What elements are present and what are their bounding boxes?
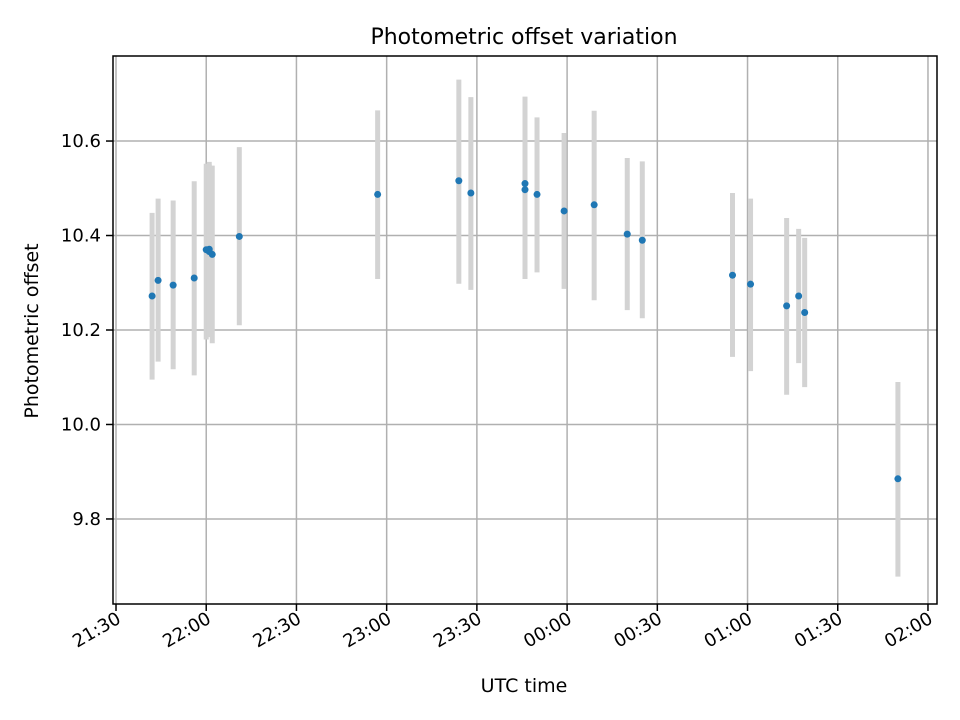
y-tick-label: 10.6 [61, 131, 101, 152]
errorbars [149, 79, 901, 577]
data-point [374, 190, 382, 198]
data-point [148, 292, 156, 300]
x-tick-label: 00:30 [610, 608, 665, 652]
data-point [521, 180, 529, 188]
data-point [208, 250, 216, 258]
x-tick-label: 22:30 [250, 608, 305, 652]
data-point [560, 207, 568, 215]
data-point [801, 309, 809, 317]
data-point [190, 274, 198, 282]
x-tick-label: 22:00 [159, 608, 214, 652]
data-points [148, 177, 902, 483]
x-tick-label: 21:30 [69, 608, 124, 652]
data-point [533, 190, 541, 198]
data-point [795, 292, 803, 300]
data-point [521, 186, 529, 194]
data-point [894, 475, 902, 483]
data-point [169, 281, 177, 289]
x-tick-label: 00:00 [520, 608, 575, 652]
x-tick-label: 23:00 [340, 608, 395, 652]
y-tick-label: 10.0 [61, 414, 101, 435]
x-axis-label: UTC time [481, 675, 568, 697]
data-point [783, 302, 791, 310]
x-tick-label: 02:00 [881, 608, 936, 652]
y-tick-label: 10.4 [61, 226, 101, 247]
x-tick-label: 01:30 [791, 608, 846, 652]
data-point [154, 276, 162, 284]
data-point [455, 177, 463, 185]
data-point [729, 271, 737, 279]
data-point [467, 189, 475, 197]
y-tick-label: 10.2 [61, 320, 101, 341]
y-tick-label: 9.8 [72, 509, 101, 530]
chart-title: Photometric offset variation [370, 25, 677, 50]
data-point [623, 230, 631, 238]
data-point [638, 236, 646, 244]
data-point [205, 245, 213, 253]
data-point [235, 232, 243, 240]
x-tick-label: 23:30 [430, 608, 485, 652]
x-tick-label: 01:00 [701, 608, 756, 652]
y-axis-label: Photometric offset [21, 243, 43, 418]
data-point [747, 280, 755, 288]
data-point [590, 201, 598, 209]
